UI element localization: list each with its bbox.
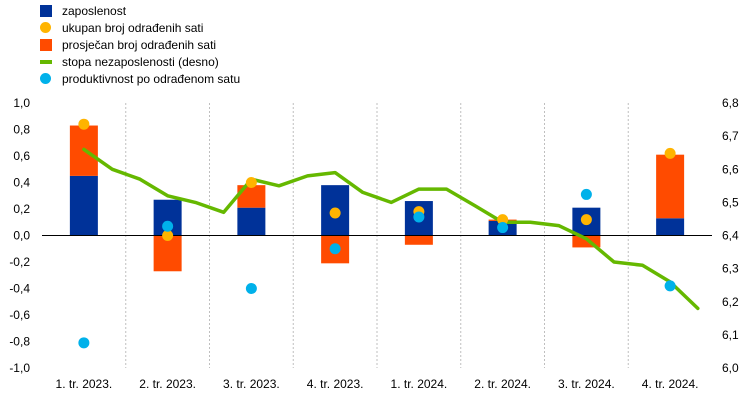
y-right-tick-label: 6,7 [722,129,739,143]
x-tick-label: 1. tr. 2024. [391,377,448,391]
dot-productivity [329,243,341,255]
y-right-tick-label: 6,0 [722,361,739,375]
bar-avg-hours [572,235,601,248]
line-unemployment-rate [82,147,700,311]
legend-swatch-employment [40,4,52,17]
dot-total-hours [78,118,90,130]
legend-label-productivity: produktivnost po odrađenom satu [62,71,241,86]
y-left-tick-label: 0,2 [13,202,30,216]
dot-productivity [245,283,257,294]
legend-swatch-total-hours [40,22,51,33]
bar-avg-hours [237,185,266,208]
y-left-tick-label: 0,8 [13,123,30,137]
legend-label-avg-hours: prosječan broj odrađenih sati [62,37,217,52]
dot-productivity [162,220,174,232]
dot-productivity [78,337,90,349]
y-left-tick-label: 1,0 [13,96,30,110]
bar-employment [656,218,685,236]
y-left-tick-label: -0,2 [9,255,30,269]
dot-productivity [664,280,676,292]
y-left-tick-label: 0,6 [13,149,30,163]
y-right-tick-label: 6,3 [722,262,739,276]
y-left-tick-label: -0,6 [9,308,30,322]
x-tick-label: 1. tr. 2023. [56,377,113,391]
y-right-tick-label: 6,1 [722,328,739,342]
legend-label-employment: zaposlenost [62,3,127,18]
legend-label-total-hours: ukupan broj odrađenih sati [62,20,204,35]
y-right-tick-label: 6,6 [722,162,739,176]
dot-total-hours [497,214,509,226]
bar-avg-hours [153,235,182,272]
x-tick-label: 3. tr. 2024. [558,377,615,391]
bar-employment [237,207,266,236]
legend-item-unemployment: stopa nezaposlenosti (desno) [40,53,240,70]
y-right-tick-label: 6,4 [722,229,739,243]
y-left-tick-label: -1,0 [9,361,30,375]
y-left-tick-label: 0,0 [13,229,30,243]
y-left-tick-label: -0,4 [9,282,30,296]
y-right-tick-label: 6,2 [722,295,739,309]
bar-avg-hours [656,154,685,219]
legend-item-avg-hours: prosječan broj odrađenih sati [40,36,240,53]
legend-item-productivity: produktivnost po odrađenom satu [40,70,240,87]
legend-item-employment: zaposlenost [40,2,240,19]
dot-productivity [497,222,509,234]
x-tick-label: 4. tr. 2024. [642,377,699,391]
legend-swatch-unemployment [40,59,52,64]
y-right-tick-label: 6,5 [722,195,739,209]
legend-item-total-hours: ukupan broj odrađenih sati [40,19,240,36]
x-tick-label: 3. tr. 2023. [223,377,280,391]
dot-total-hours [245,177,257,188]
legend-label-unemployment: stopa nezaposlenosti (desno) [62,54,219,69]
legend-swatch-productivity [40,73,51,84]
y-right-tick-label: 6,8 [722,96,739,110]
dot-productivity [413,211,425,223]
bar-employment [69,175,98,236]
dot-total-hours [580,214,592,226]
dot-productivity [580,188,592,200]
y-left-tick-label: 0,4 [13,176,30,190]
dot-total-hours [664,147,676,159]
bar-avg-hours [404,235,433,245]
x-tick-label: 2. tr. 2023. [139,377,196,391]
legend: zaposlenost ukupan broj odrađenih sati p… [40,2,240,87]
dot-total-hours [162,230,174,241]
dot-total-hours [329,207,341,219]
y-left-tick-label: -0,8 [9,335,30,349]
x-tick-label: 2. tr. 2024. [474,377,531,391]
x-tick-label: 4. tr. 2023. [307,377,364,391]
legend-swatch-avg-hours [40,38,52,51]
